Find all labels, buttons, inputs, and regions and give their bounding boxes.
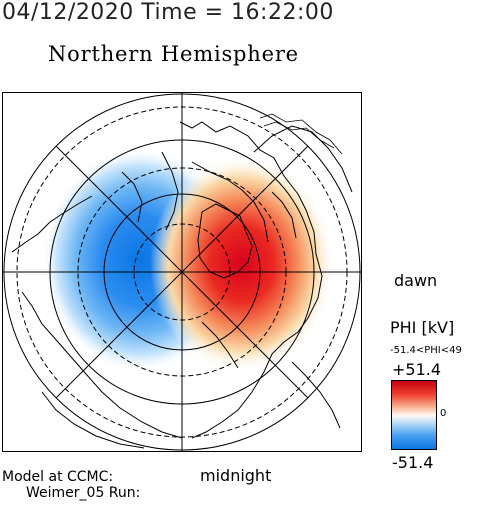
positive-potential-cell (150, 156, 334, 372)
colorbar (391, 380, 437, 450)
coastlines (11, 121, 353, 449)
midnight-label: midnight (200, 466, 272, 485)
colorbar-range: -51.4<PHI<49 (390, 345, 462, 356)
model-label: Model at CCMC: (2, 469, 114, 485)
colorbar-min-label: -51.4 (392, 453, 434, 472)
dawn-label: dawn (394, 271, 438, 290)
hemisphere-title: Northern Hemisphere (48, 42, 299, 66)
date-time-title: 04/12/2020 Time = 16:22:00 (2, 0, 334, 25)
run-label: Weimer_05 Run: (26, 485, 141, 501)
colorbar-max-label: +51.4 (392, 360, 442, 379)
colorbar-title: PHI [kV] (390, 318, 455, 337)
polar-potential-map (2, 92, 362, 452)
colorbar-zero-label: 0 (440, 408, 447, 419)
city-grid (259, 113, 343, 155)
meridian-lines (2, 92, 362, 452)
